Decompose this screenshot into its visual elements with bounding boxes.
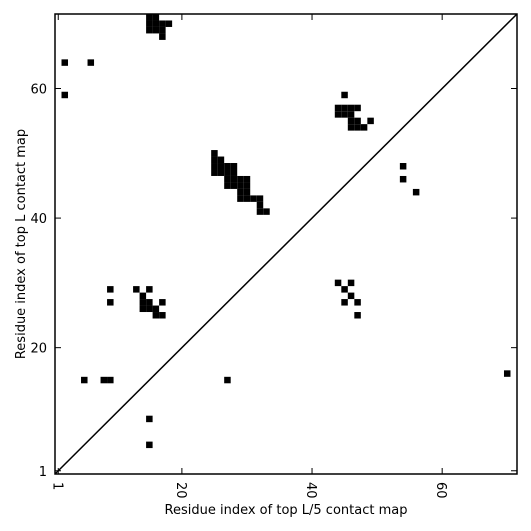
contact-point xyxy=(146,26,153,34)
contact-point xyxy=(81,376,88,384)
contact-point xyxy=(230,175,238,183)
y-tick-label: 20 xyxy=(30,342,47,357)
contact-point xyxy=(146,20,153,27)
contact-point xyxy=(334,111,342,118)
contact-point xyxy=(334,279,342,287)
plot-frame xyxy=(54,13,518,475)
contact-point xyxy=(243,188,251,196)
contact-point xyxy=(354,117,361,125)
contact-point xyxy=(159,26,166,34)
contact-point xyxy=(256,201,264,209)
contact-point xyxy=(347,292,355,300)
contact-point xyxy=(211,169,218,176)
contact-point xyxy=(224,182,231,189)
contact-point xyxy=(146,299,153,306)
contact-point xyxy=(61,91,69,99)
contact-point xyxy=(354,104,361,112)
contact-point xyxy=(360,124,368,131)
contact-point xyxy=(146,305,153,313)
contact-point xyxy=(399,175,407,183)
contact-point xyxy=(256,208,264,215)
contact-point xyxy=(107,286,114,293)
contact-point xyxy=(399,163,407,170)
contact-point xyxy=(159,299,166,306)
contact-point xyxy=(347,104,355,112)
contact-point xyxy=(146,286,153,293)
contact-point xyxy=(230,169,238,176)
contact-point xyxy=(139,305,147,313)
contact-point xyxy=(159,20,166,27)
contact-point xyxy=(237,195,244,202)
contact-point xyxy=(146,441,153,449)
contact-point xyxy=(139,292,147,300)
contact-point xyxy=(217,163,225,170)
contact-point xyxy=(211,150,218,157)
contact-point xyxy=(341,286,348,293)
x-tick-label: 1 xyxy=(49,482,64,490)
contact-point xyxy=(159,312,166,319)
contact-point xyxy=(263,208,270,215)
contact-point xyxy=(334,104,342,112)
contact-point xyxy=(217,169,225,176)
x-tick-label: 60 xyxy=(433,482,448,499)
contact-point xyxy=(152,305,160,313)
contact-point xyxy=(165,20,173,27)
y-tick-label: 1 xyxy=(39,465,47,480)
contact-point xyxy=(211,156,218,164)
contact-point xyxy=(354,312,361,319)
contact-point xyxy=(224,376,231,384)
contact-point xyxy=(217,156,225,164)
contact-point xyxy=(152,14,160,21)
contact-point xyxy=(100,376,108,384)
contact-point xyxy=(133,286,140,293)
contact-point xyxy=(412,188,420,196)
contact-point xyxy=(237,182,244,189)
y-axis-label: Residue index of top L contact map xyxy=(14,129,29,359)
contact-point xyxy=(243,175,251,183)
contact-point xyxy=(237,175,244,183)
contact-point xyxy=(367,117,374,125)
x-tick-label: 40 xyxy=(303,482,318,499)
contact-point xyxy=(152,26,160,34)
contact-point xyxy=(224,175,231,183)
contact-point xyxy=(87,59,95,66)
contact-point xyxy=(354,299,361,306)
diagonal xyxy=(54,13,518,475)
contact-point xyxy=(152,312,160,319)
contact-point xyxy=(230,182,238,189)
contact-point xyxy=(347,279,355,287)
contact-point xyxy=(347,111,355,118)
contact-point xyxy=(341,111,348,118)
contact-point xyxy=(354,124,361,131)
contact-point xyxy=(211,163,218,170)
contact-point xyxy=(230,163,238,170)
contact-point xyxy=(152,20,160,27)
contact-point xyxy=(503,370,511,377)
x-tick-label: 20 xyxy=(173,482,188,499)
contact-point xyxy=(224,169,231,176)
contact-point xyxy=(347,124,355,131)
contact-point xyxy=(61,59,69,66)
contact-point xyxy=(243,182,251,189)
contact-point xyxy=(224,163,231,170)
contact-point xyxy=(347,117,355,125)
contact-point xyxy=(159,33,166,40)
contact-point xyxy=(107,299,114,306)
contact-point xyxy=(146,415,153,423)
contact-point xyxy=(146,14,153,21)
contact-point xyxy=(256,195,264,202)
contact-point xyxy=(341,104,348,112)
contact-point xyxy=(139,299,147,306)
y-tick-label: 40 xyxy=(30,212,47,227)
contact-point xyxy=(341,91,348,99)
contact-point xyxy=(243,195,251,202)
contact-point xyxy=(250,195,257,202)
contact-point xyxy=(341,299,348,306)
contact-point xyxy=(107,376,114,384)
contact-point xyxy=(237,188,244,196)
y-tick-label: 60 xyxy=(30,83,47,98)
x-axis-label: Residue index of top L/5 contact map xyxy=(165,503,408,518)
